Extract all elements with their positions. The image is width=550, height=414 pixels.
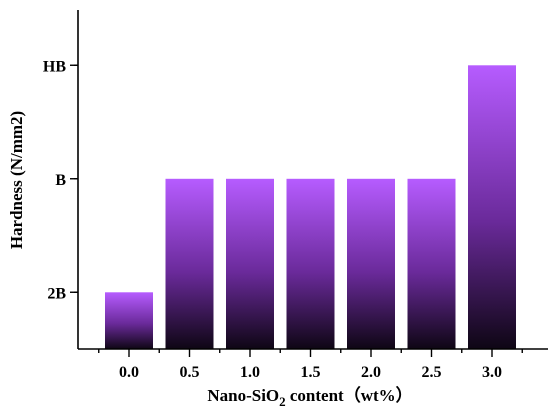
bars-group: [105, 65, 516, 350]
y-tick-label: B: [55, 172, 66, 189]
bar-0.0: [105, 292, 153, 350]
x-tick-label: 0.0: [119, 364, 139, 381]
y-tick-label: HB: [43, 58, 66, 75]
x-tick-label: 0.5: [180, 364, 200, 381]
x-tick-label: 3.0: [482, 364, 502, 381]
bar-1.5: [286, 178, 335, 350]
y-tick-label: 2B: [47, 285, 66, 302]
y-axis-title: Hardness (N/mm2): [7, 111, 26, 249]
y-ticks-group: 2B B HB: [43, 58, 78, 302]
x-axis-title: Nano-SiO2 content（wt%）: [207, 385, 412, 409]
bar-2.0: [347, 178, 395, 350]
bar-0.5: [165, 178, 214, 350]
bar-2.5: [407, 178, 456, 350]
x-tick-label: 2.5: [422, 364, 442, 381]
x-tick-label: 2.0: [361, 364, 381, 381]
x-ticks-group: 0.0 0.5 1.0 1.5 2.0 2.5 3.0: [98, 349, 523, 381]
bar-3.0: [468, 65, 516, 350]
x-tick-label: 1.5: [301, 364, 321, 381]
bar-1.0: [226, 178, 274, 350]
x-tick-label: 1.0: [240, 364, 260, 381]
